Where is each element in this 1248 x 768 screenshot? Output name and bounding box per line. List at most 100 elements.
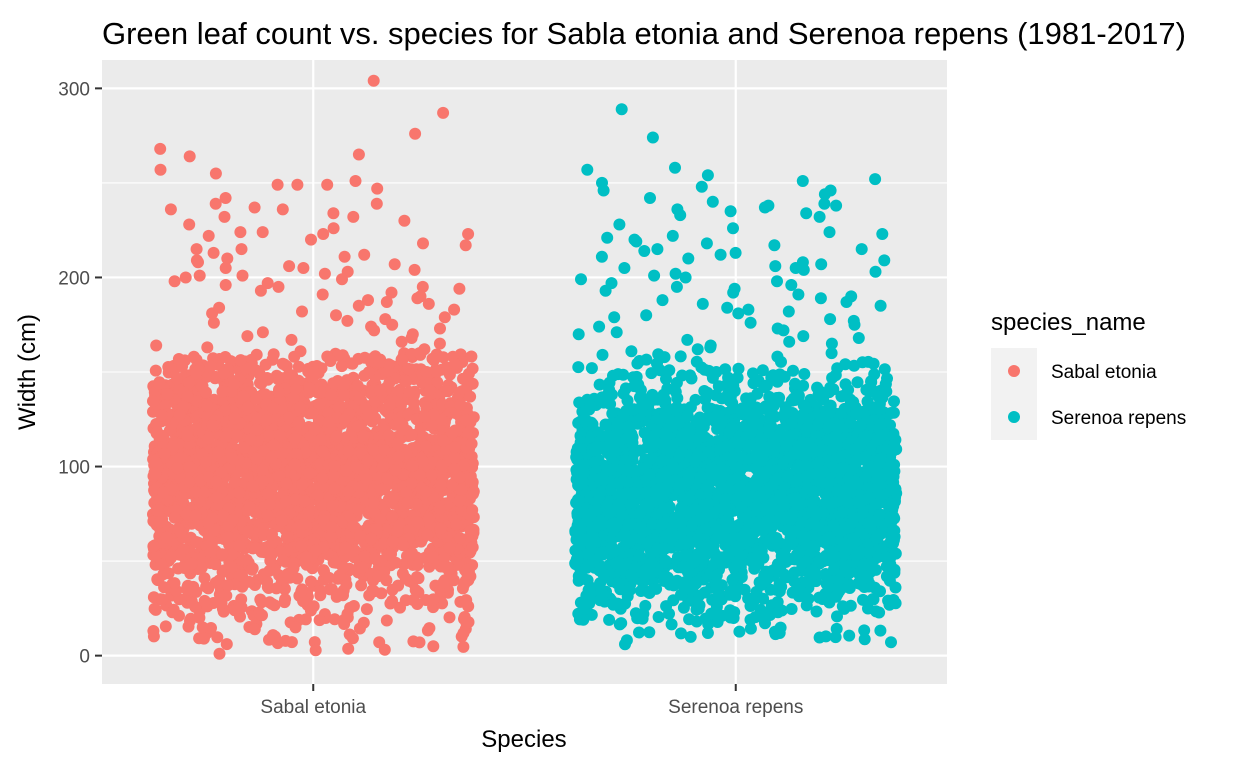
data-point: [431, 365, 443, 378]
data-point: [267, 402, 280, 415]
chart-title: Green leaf count vs. species for Sabla e…: [102, 16, 1186, 51]
data-point: [158, 581, 171, 594]
data-point: [262, 582, 275, 594]
data-point: [201, 399, 214, 412]
data-point: [422, 512, 435, 525]
data-point: [209, 167, 222, 180]
data-point: [339, 541, 352, 554]
data-point: [228, 476, 241, 489]
data-point: [437, 576, 450, 589]
data-point: [448, 462, 461, 475]
data-point: [150, 456, 163, 469]
data-point: [276, 357, 289, 370]
data-point: [202, 229, 215, 242]
data-point: [457, 640, 470, 653]
data-point: [289, 383, 302, 396]
data-point: [190, 486, 202, 499]
data-point: [160, 531, 173, 544]
data-point: [280, 477, 293, 490]
data-point: [193, 269, 206, 282]
data-point: [858, 624, 871, 637]
data-point: [382, 429, 395, 442]
data-point: [885, 407, 897, 419]
data-point: [386, 535, 399, 548]
data-point: [306, 407, 319, 420]
data-point: [155, 429, 168, 442]
data-point: [276, 554, 289, 567]
data-point: [437, 434, 450, 447]
data-point: [276, 203, 289, 216]
data-point: [154, 163, 167, 176]
data-point: [460, 594, 473, 607]
data-point: [422, 297, 435, 310]
data-point: [460, 616, 473, 629]
data-point: [643, 587, 656, 599]
data-point: [153, 378, 166, 390]
data-point: [386, 318, 399, 331]
data-point: [352, 504, 365, 516]
data-point: [149, 364, 162, 377]
data-point: [193, 611, 206, 624]
data-point: [181, 429, 194, 442]
data-point: [272, 386, 285, 398]
data-point: [438, 560, 450, 573]
data-point: [179, 271, 192, 284]
data-point: [455, 483, 468, 496]
data-point: [272, 280, 285, 293]
data-point: [335, 360, 348, 373]
data-point: [466, 504, 479, 516]
data-point: [321, 178, 334, 191]
data-point: [212, 446, 225, 459]
data-point: [285, 333, 298, 346]
data-point: [411, 516, 424, 529]
data-point: [173, 408, 186, 421]
data-point: [186, 557, 198, 570]
data-point: [241, 525, 254, 538]
data-point: [150, 504, 163, 517]
data-point: [235, 601, 248, 614]
data-point: [237, 390, 250, 403]
data-point: [305, 233, 317, 246]
data-point: [218, 210, 231, 223]
data-point: [327, 377, 340, 390]
data-point: [207, 316, 220, 329]
data-point: [162, 567, 175, 580]
data-point: [254, 284, 267, 297]
data-point: [453, 282, 466, 295]
data-point: [166, 606, 179, 619]
data-point: [367, 444, 380, 456]
data-point: [172, 522, 185, 535]
data-point: [417, 237, 429, 250]
data-point: [315, 433, 327, 446]
data-point: [228, 412, 241, 425]
data-point: [453, 495, 466, 508]
data-point: [466, 377, 479, 390]
data-point: [161, 388, 174, 400]
data-point: [462, 367, 475, 380]
data-point: [337, 561, 350, 574]
data-point: [172, 353, 185, 365]
data-point: [358, 248, 371, 261]
data-point: [268, 439, 280, 451]
data-point: [234, 354, 247, 367]
data-point: [315, 585, 328, 598]
data-point: [351, 379, 364, 392]
data-point: [337, 378, 350, 391]
data-point: [324, 355, 337, 367]
data-point: [192, 256, 204, 269]
data-point: [380, 574, 393, 587]
data-point: [316, 288, 329, 301]
data-point: [338, 250, 351, 263]
data-point: [287, 562, 300, 575]
data-point: [182, 620, 195, 633]
data-point: [357, 429, 370, 442]
data-point: [266, 597, 278, 610]
data-point: [295, 585, 308, 598]
data-point: [355, 579, 368, 592]
data-point: [210, 491, 223, 504]
data-point: [226, 513, 239, 526]
data-point: [242, 575, 255, 588]
data-point: [443, 368, 456, 381]
data-point: [360, 603, 373, 616]
data-point: [352, 148, 365, 161]
